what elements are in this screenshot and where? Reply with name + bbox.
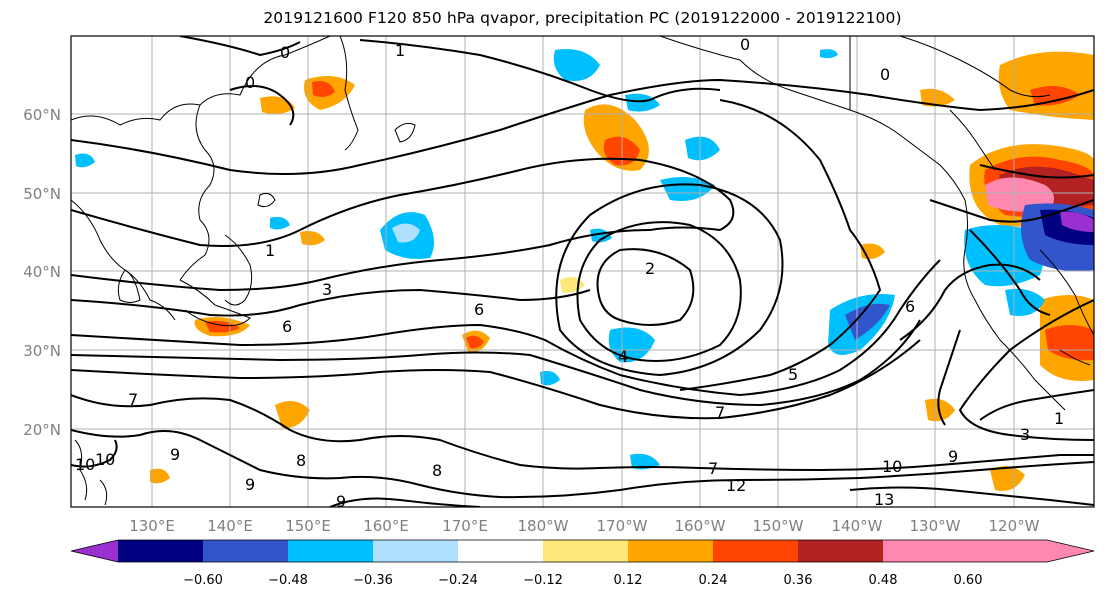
colorbar-swatch <box>118 540 203 562</box>
map-frame <box>70 35 1095 508</box>
lat-label: 30°N <box>23 342 61 360</box>
contour-label: 0 <box>880 65 890 84</box>
qvapor-contours <box>71 36 1094 507</box>
contour-label: 2 <box>645 259 655 278</box>
map-panel: 0 1 0 0 0 1 2 3 6 6 4 5 7 8 9 10 12 10 9… <box>70 35 1095 511</box>
lon-label: 140°W <box>832 517 883 535</box>
map-title: 2019121600 F120 850 hPa qvapor, precipit… <box>263 9 902 27</box>
colorbar-extend-high <box>968 540 1094 562</box>
longitude-axis: 130°E 140°E 150°E 160°E 170°E 180°W 170°… <box>129 517 1039 535</box>
contour-label: 6 <box>282 317 292 336</box>
lon-label: 160°W <box>675 517 726 535</box>
contour-label: 10 <box>75 455 95 474</box>
contour-label: 9 <box>336 492 346 511</box>
lon-label: 160°E <box>363 517 409 535</box>
lon-label: 130°E <box>129 517 175 535</box>
lon-label: 180°W <box>518 517 569 535</box>
contour-label: 0 <box>245 73 255 92</box>
colorbar-swatch <box>628 540 713 562</box>
latitude-axis: 60°N 50°N 40°N 30°N 20°N <box>23 106 61 439</box>
contour-label: 1 <box>395 41 405 60</box>
contour-label: 9 <box>245 475 255 494</box>
colorbar-tick-label: −0.24 <box>438 573 478 588</box>
lat-label: 20°N <box>23 421 61 439</box>
colorbar-tick-label: −0.36 <box>353 573 393 588</box>
colorbar-tick-label: −0.48 <box>268 573 308 588</box>
contour-label: 5 <box>788 365 798 384</box>
contour-label: 8 <box>296 451 306 470</box>
lon-label: 170°E <box>442 517 488 535</box>
contour-label: 3 <box>322 280 332 299</box>
colorbar-swatch <box>713 540 798 562</box>
lon-label: 120°W <box>989 517 1040 535</box>
colorbar-tick-label: 0.36 <box>784 573 813 588</box>
contour-label: 1 <box>265 241 275 260</box>
colorbar-swatch <box>883 540 968 562</box>
colorbar-swatch <box>798 540 883 562</box>
contour-labels: 0 1 0 0 0 1 2 3 6 6 4 5 7 8 9 10 12 10 9… <box>75 35 1064 511</box>
contour-label: 10 <box>882 457 902 476</box>
lat-label: 40°N <box>23 263 61 281</box>
colorbar-tick-label: 0.24 <box>699 573 728 588</box>
lon-label: 130°W <box>910 517 961 535</box>
colorbar-swatch <box>373 540 458 562</box>
colorbar: −0.60 −0.48 −0.36 −0.24 −0.12 0.12 0.24 … <box>70 539 1095 588</box>
colorbar-extend-low <box>71 540 118 562</box>
lat-label: 50°N <box>23 185 61 203</box>
contour-label: 4 <box>618 347 628 366</box>
contour-label: 12 <box>726 476 746 495</box>
lon-label: 170°W <box>597 517 648 535</box>
contour-label: 9 <box>170 445 180 464</box>
colorbar-tick-label: 0.12 <box>614 573 643 588</box>
contour-label: 0 <box>740 35 750 54</box>
contour-label: 6 <box>474 300 484 319</box>
contour-label: 9 <box>948 447 958 466</box>
colorbar-tick-label: 0.60 <box>954 573 983 588</box>
graticule <box>71 36 1094 507</box>
contour-label: 0 <box>280 43 290 62</box>
lon-label: 150°W <box>753 517 804 535</box>
contour-label: 6 <box>905 297 915 316</box>
contour-label: 7 <box>128 390 138 409</box>
coastlines <box>71 36 1094 506</box>
colorbar-swatch <box>458 540 543 562</box>
contour-label: 8 <box>432 461 442 480</box>
colorbar-swatch <box>203 540 288 562</box>
colorbar-tick-label: −0.60 <box>183 573 223 588</box>
colorbar-tick-label: −0.12 <box>523 573 563 588</box>
contour-label: 1 <box>1054 409 1064 428</box>
contour-label: 7 <box>708 459 718 478</box>
lon-label: 140°E <box>207 517 253 535</box>
colorbar-swatch <box>543 540 628 562</box>
colorbar-tick-label: 0.48 <box>869 573 898 588</box>
lat-label: 60°N <box>23 106 61 124</box>
contour-label: 13 <box>874 490 894 509</box>
contour-label: 7 <box>715 403 725 422</box>
lon-label: 150°E <box>285 517 331 535</box>
contour-label: 10 <box>95 450 115 469</box>
contour-label: 3 <box>1020 425 1030 444</box>
colorbar-swatch <box>288 540 373 562</box>
